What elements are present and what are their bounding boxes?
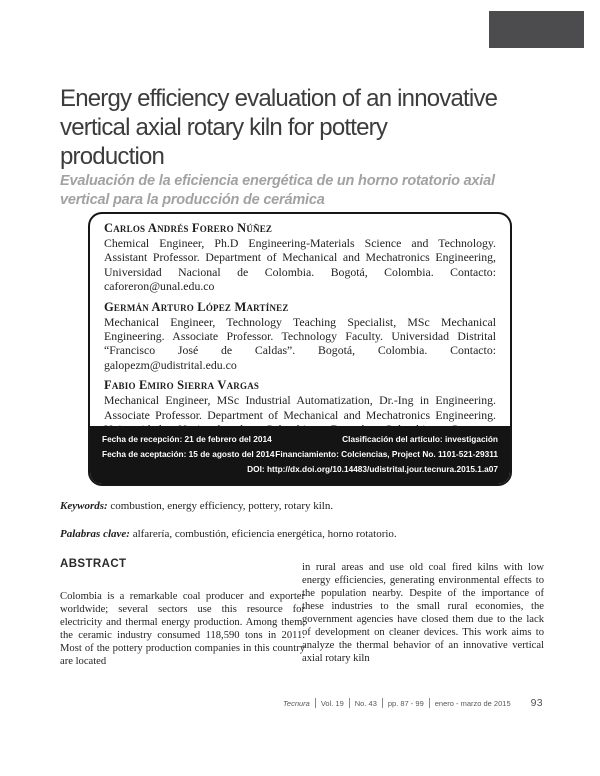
author-name: Germán Arturo López Martínez — [104, 299, 289, 314]
footer-divider — [428, 698, 430, 708]
author-bio: Mechanical Engineer, Technology Teaching… — [104, 314, 496, 372]
article-subtitle-line: Evaluación de la eficiencia energética d… — [60, 173, 495, 189]
doi-text: DOI: http://dx.doi.org/10.14483/udistrit… — [247, 464, 498, 474]
author-bio: Chemical Engineer, Ph.D Engineering-Mate… — [104, 236, 496, 294]
footer-date: enero - marzo de 2015 — [434, 698, 511, 708]
footer-divider — [381, 698, 383, 708]
keywords-line: Keywords: combustion, energy efficiency,… — [60, 499, 540, 513]
article-subtitle-line: vertical para la producción de cerámica — [60, 192, 325, 208]
funding-info: Financiamiento: Colciencias, Project No.… — [275, 449, 498, 459]
meta-row: DOI: http://dx.doi.org/10.14483/udistrit… — [102, 462, 498, 477]
author-info-box: Carlos Andrés Forero Núñez Chemical Engi… — [88, 212, 512, 486]
article-title-line: production — [60, 143, 165, 170]
abstract-column-right: in rural areas and use old coal fired ki… — [302, 562, 544, 664]
footer-pages: pp. 87 - 99 — [387, 698, 424, 708]
author-name: Carlos Andrés Forero Núñez — [104, 221, 273, 235]
author-block: Germán Arturo López Martínez Mechanical … — [104, 300, 496, 373]
article-title-line: vertical axial rotary kiln for pottery — [60, 114, 388, 141]
article-classification: Clasificación del artículo: investigació… — [342, 434, 498, 444]
keywords-label: Keywords: — [60, 500, 108, 512]
reception-date: Fecha de recepción: 21 de febrero del 20… — [102, 434, 272, 444]
author-block: Fabio Emiro Sierra Vargas Mechanical Eng… — [104, 378, 496, 426]
journal-name: Tecnura — [283, 698, 310, 708]
palabras-clave-text: alfarería, combustión, eficiencia energé… — [129, 528, 397, 540]
article-title-line: Energy efficiency evaluation of an innov… — [60, 85, 498, 112]
meta-row: Fecha de aceptación: 15 de agosto del 20… — [102, 447, 498, 462]
palabras-clave-label: Palabras clave: — [60, 528, 130, 540]
author-list: Carlos Andrés Forero Núñez Chemical Engi… — [90, 214, 510, 426]
palabras-clave-line: Palabras clave: alfarería, combustión, e… — [60, 527, 540, 541]
article-title: Energy efficiency evaluation of an innov… — [60, 84, 498, 171]
abstract-heading: ABSTRACT — [60, 558, 127, 570]
abstract-column-left: Colombia is a remarkable coal producer a… — [60, 591, 305, 667]
footer-divider — [314, 698, 316, 708]
page-footer: Tecnura Vol. 19 No. 43 pp. 87 - 99 enero… — [283, 697, 543, 709]
article-subtitle-spanish: Evaluación de la eficiencia energética d… — [60, 172, 495, 210]
acceptance-date: Fecha de aceptación: 15 de agosto del 20… — [102, 449, 275, 459]
author-block: Carlos Andrés Forero Núñez Chemical Engi… — [104, 221, 496, 294]
footer-divider — [348, 698, 350, 708]
article-meta-band: Fecha de recepción: 21 de febrero del 20… — [90, 426, 510, 484]
keywords-text: combustion, energy efficiency, pottery, … — [107, 500, 334, 512]
footer-volume: Vol. 19 — [320, 698, 344, 708]
meta-row: Fecha de recepción: 21 de febrero del 20… — [102, 432, 498, 447]
cover-corner-mark — [489, 11, 584, 48]
page-number: 93 — [530, 697, 543, 709]
author-bio: Mechanical Engineer, MSc Industrial Auto… — [104, 393, 496, 426]
author-name: Fabio Emiro Sierra Vargas — [104, 378, 260, 393]
footer-number: No. 43 — [354, 698, 377, 708]
